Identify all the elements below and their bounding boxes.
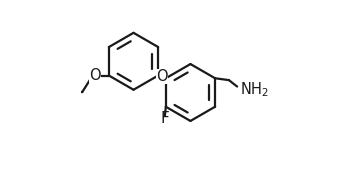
Text: NH$_2$: NH$_2$: [240, 80, 269, 99]
Text: F: F: [161, 111, 169, 126]
Text: O: O: [89, 68, 101, 83]
Text: O: O: [156, 69, 168, 84]
